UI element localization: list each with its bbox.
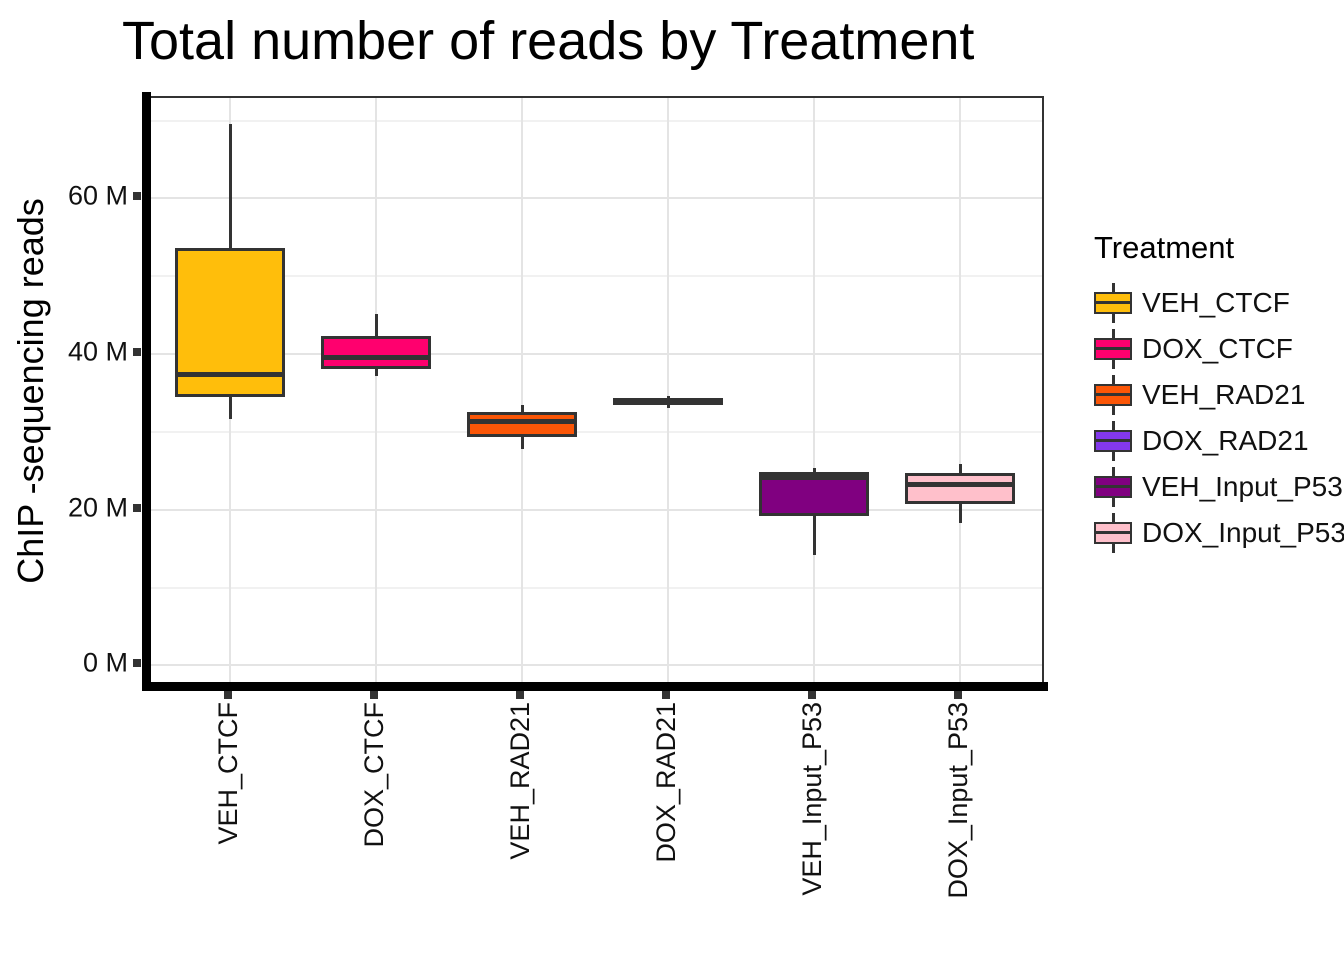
gridline-minor-10 (148, 586, 1042, 589)
legend-row-dox-ctcf: DOX_CTCF (1080, 326, 1340, 372)
legend-key-median-icon (1096, 301, 1130, 304)
legend-key-dox-rad21 (1094, 421, 1132, 461)
legend-label-veh-ctcf: VEH_CTCF (1142, 287, 1290, 318)
legend-label-veh-rad21: VEH_RAD21 (1142, 379, 1306, 410)
x-tick-label-3: DOX_RAD21 (651, 702, 681, 863)
legend-key-median-icon (1096, 393, 1130, 396)
x-tick-label-1: DOX_CTCF (359, 702, 389, 848)
x-tick-label-4: VEH_Input_P53 (797, 702, 827, 896)
y-tick-mark-0 (133, 659, 141, 668)
x-axis-line (142, 682, 1048, 691)
legend-key-veh-input-p53 (1094, 467, 1132, 507)
y-tick-label-40: 40 M (67, 336, 128, 367)
y-axis-line (142, 92, 151, 691)
x-tick-mark-1 (370, 691, 378, 699)
legend-row-dox-rad21: DOX_RAD21 (1080, 418, 1340, 464)
x-tick-label-2: VEH_RAD21 (505, 702, 535, 860)
legend-key-median-icon (1096, 347, 1130, 350)
legend-row-veh-input-p53: VEH_Input_P53 (1080, 464, 1343, 510)
y-tick-label-20: 20 M (67, 492, 128, 523)
median-dox-input-p53 (908, 482, 1012, 488)
x-tick-mark-0 (224, 691, 232, 699)
gridline-major-0 (148, 664, 1042, 667)
legend-row-dox-input-p53: DOX_Input_P53 (1080, 510, 1344, 556)
legend-key-median-icon (1096, 439, 1130, 442)
legend-key-dox-ctcf (1094, 329, 1132, 369)
gridline-x-1 (375, 98, 377, 684)
plot-panel (146, 96, 1044, 686)
x-tick-label-0: VEH_CTCF (213, 702, 243, 845)
y-tick-label-60: 60 M (67, 180, 128, 211)
legend-row-veh-ctcf: VEH_CTCF (1080, 280, 1340, 326)
gridline-x-4 (813, 98, 815, 684)
x-tick-mark-5 (954, 691, 962, 699)
legend-key-veh-ctcf (1094, 283, 1132, 323)
median-veh-input-p53 (762, 474, 866, 480)
legend-key-median-icon (1096, 531, 1130, 534)
box-dox-input-p53 (905, 473, 1015, 505)
gridline-major-20 (148, 508, 1042, 511)
median-dox-rad21 (616, 399, 720, 405)
legend-label-veh-input-p53: VEH_Input_P53 (1142, 471, 1343, 502)
box-dox-ctcf (321, 336, 431, 369)
legend-label-dox-rad21: DOX_RAD21 (1142, 425, 1309, 456)
x-tick-mark-3 (662, 691, 670, 699)
x-tick-label-5: DOX_Input_P53 (943, 702, 973, 899)
x-tick-mark-2 (516, 691, 524, 699)
median-dox-ctcf (324, 355, 428, 361)
gridline-major-40 (148, 353, 1042, 356)
gridline-x-2 (521, 98, 523, 684)
gridline-minor-30 (148, 430, 1042, 433)
gridline-x-5 (959, 98, 961, 684)
median-veh-ctcf (178, 371, 282, 377)
y-tick-mark-40 (133, 348, 141, 357)
box-veh-rad21 (467, 412, 577, 437)
legend-key-dox-input-p53 (1094, 513, 1132, 553)
legend-title: Treatment (1094, 230, 1235, 265)
gridline-minor-50 (148, 275, 1042, 278)
legend-key-veh-rad21 (1094, 375, 1132, 415)
y-tick-label-0: 0 M (82, 647, 128, 678)
median-veh-rad21 (470, 418, 574, 424)
legend-label-dox-ctcf: DOX_CTCF (1142, 333, 1293, 364)
gridline-x-3 (667, 98, 669, 684)
gridline-minor-70 (148, 119, 1042, 122)
legend-row-veh-rad21: VEH_RAD21 (1080, 372, 1340, 418)
legend-key-median-icon (1096, 485, 1130, 488)
legend-label-dox-input-p53: DOX_Input_P53 (1142, 517, 1344, 548)
x-tick-mark-4 (808, 691, 816, 699)
y-tick-mark-20 (133, 503, 141, 512)
chart-title: Total number of reads by Treatment (122, 11, 975, 71)
y-tick-mark-60 (133, 192, 141, 201)
gridline-major-60 (148, 197, 1042, 200)
